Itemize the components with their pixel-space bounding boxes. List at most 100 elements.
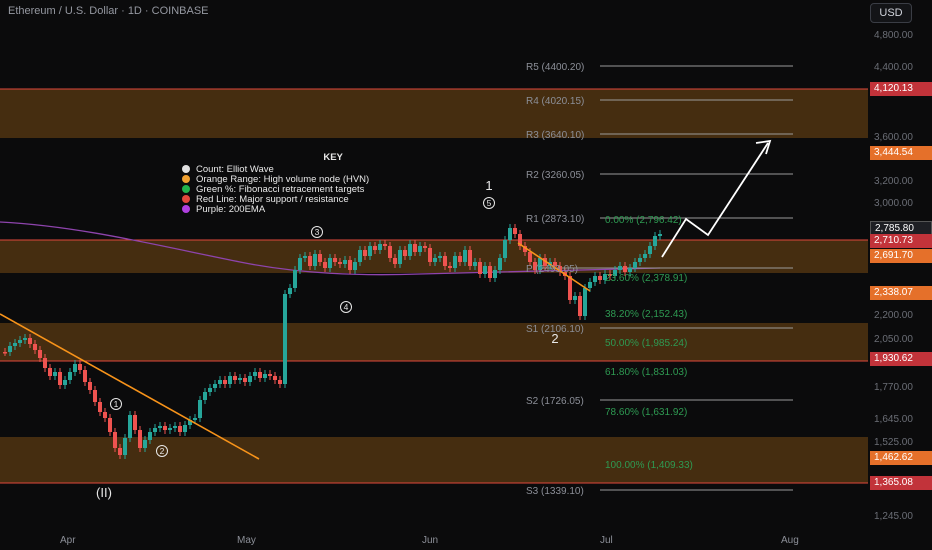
price-tick: 1,645.00	[874, 414, 913, 425]
candle-body	[93, 390, 97, 402]
candle-body	[533, 262, 537, 270]
candle-body	[283, 294, 287, 384]
candle-body	[173, 426, 177, 428]
wave-label: 2	[551, 331, 558, 346]
price-tick: 3,200.00	[874, 176, 913, 187]
pivot-labels: R5 (4400.20) R4 (4020.15) R3 (3640.10) R2 (…	[526, 62, 584, 497]
candle-body	[103, 412, 107, 418]
date-label: May	[237, 535, 256, 546]
currency-button[interactable]: USD	[870, 3, 912, 23]
downtrend-line-2	[517, 242, 591, 292]
candle-body	[338, 262, 342, 264]
candle-body	[538, 258, 542, 270]
candle-body	[73, 364, 77, 372]
candle-body	[233, 376, 237, 380]
candle-body	[363, 250, 367, 256]
price-tick: 1,770.00	[874, 382, 913, 393]
wave-label: 2	[160, 446, 165, 456]
candle-body	[588, 282, 592, 288]
candle-body	[308, 256, 312, 266]
candle-body	[208, 388, 212, 392]
candle-body	[558, 266, 562, 272]
candle-body	[418, 246, 422, 252]
candle-body	[128, 415, 132, 438]
fib-label: 50.00% (1,985.24)	[605, 338, 687, 349]
candle-body	[28, 338, 32, 344]
candle-body	[543, 258, 547, 266]
candle-body	[48, 368, 52, 376]
price-label: 3,444.54	[870, 146, 932, 160]
wave-label: 5	[487, 198, 492, 208]
candle-body	[463, 250, 467, 262]
key-item-label: Red Line: Major support / resistance	[196, 193, 349, 205]
key-dot-icon	[182, 175, 190, 183]
key-dot-icon	[182, 185, 190, 193]
candle-body	[238, 378, 242, 380]
candle-body	[358, 250, 362, 262]
candle-body	[598, 276, 602, 280]
legend-key: KEY Count: Elliot Wave Orange Range: Hig…	[182, 152, 369, 215]
candle-body	[198, 400, 202, 418]
candle-body	[493, 270, 497, 278]
candle-body	[38, 350, 42, 358]
candle-body	[518, 234, 522, 246]
date-label: Apr	[60, 535, 76, 546]
candle-body	[628, 268, 632, 272]
candle-body	[253, 372, 257, 376]
date-label: Jul	[600, 535, 613, 546]
candle-body	[343, 260, 347, 264]
projection-arrowhead	[755, 139, 772, 155]
candle-body	[448, 266, 452, 268]
candle-body	[293, 270, 297, 288]
candle-body	[243, 378, 247, 382]
candle-body	[113, 432, 117, 448]
candle-body	[348, 260, 352, 270]
candle-body	[523, 246, 527, 252]
candle-body	[398, 250, 402, 264]
wave-label: 3	[315, 227, 320, 237]
candle-body	[368, 246, 372, 256]
pivot-lines	[540, 65, 793, 491]
candle-body	[618, 266, 622, 270]
symbol-title: Ethereum / U.S. Dollar · 1D · COINBASE	[8, 5, 209, 17]
price-label: 1,365.08	[870, 476, 932, 490]
candle-body	[68, 372, 72, 380]
candle-body	[123, 438, 127, 455]
candle-body	[388, 246, 392, 258]
candle-body	[3, 352, 7, 354]
candle-body	[163, 426, 167, 430]
price-tick: 4,800.00	[874, 30, 913, 41]
candle-body	[443, 256, 447, 266]
candle-body	[658, 234, 662, 236]
fib-label: 0.00% (2,796.42)	[605, 215, 682, 226]
candle-body	[403, 250, 407, 256]
candle-body	[18, 340, 22, 343]
candle-body	[98, 402, 102, 412]
price-label: 2,710.73	[870, 234, 932, 248]
candle-body	[573, 296, 577, 300]
candle-body	[138, 430, 142, 448]
candle-body	[168, 428, 172, 430]
pivot-label: R2 (3260.05)	[526, 170, 584, 181]
wave-labels: 1 2 3 4 5 (II) 1 2	[96, 178, 559, 500]
candle-body	[143, 440, 147, 448]
candle-body	[153, 428, 157, 432]
projection-path	[661, 142, 769, 258]
candle-body	[318, 254, 322, 262]
candle-body	[303, 256, 307, 258]
wave-circle	[483, 197, 495, 209]
candle-body	[193, 418, 197, 420]
price-tick: 2,200.00	[874, 310, 913, 321]
key-item: Orange Range: High volume node (HVN)	[182, 174, 369, 185]
wave-label: 1	[485, 178, 492, 193]
candle-body	[248, 376, 252, 382]
candle-body	[78, 364, 82, 370]
pivot-label: R3 (3640.10)	[526, 130, 584, 141]
fib-label: 61.80% (1,831.03)	[605, 367, 687, 378]
pivot-label: R1 (2873.10)	[526, 214, 584, 225]
key-item-label: Green %: Fibonacci retracement targets	[196, 183, 365, 195]
wave-label: 4	[344, 302, 349, 312]
key-dot-icon	[182, 165, 190, 173]
